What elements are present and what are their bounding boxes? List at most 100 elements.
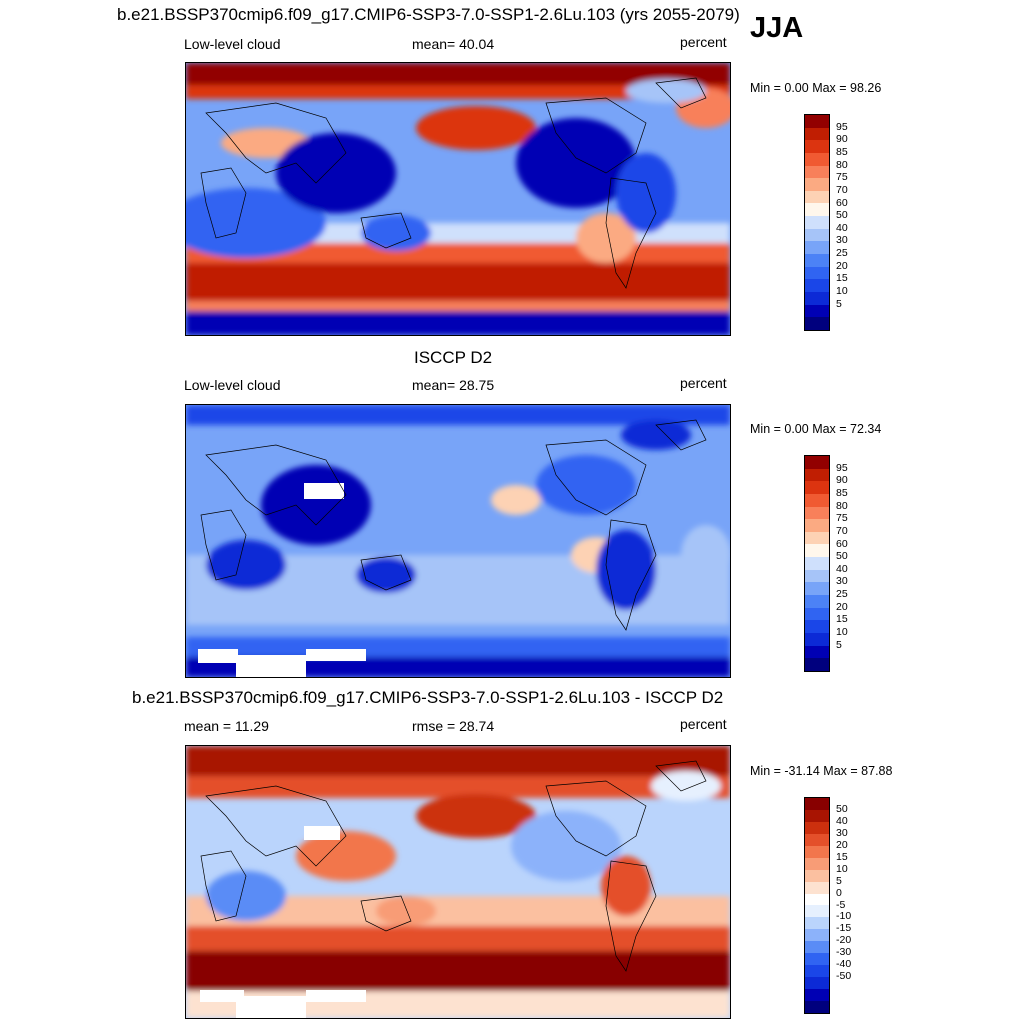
colorbar-swatch [805, 620, 829, 633]
colorbar-swatch [805, 582, 829, 596]
colorbar-tick-label: 25 [836, 588, 848, 601]
panel3-minmax: Min = -31.14 Max = 87.88 [750, 764, 893, 778]
colorbar-tick-label: 80 [836, 158, 848, 171]
colorbar-tick-label: -5 [836, 898, 846, 911]
colorbar-swatch [805, 127, 829, 141]
colorbar-tick-label: 20 [836, 600, 848, 613]
colorbar-swatch [805, 115, 829, 128]
colorbar-swatch [805, 152, 829, 166]
panel1-colorbar-swatches [805, 115, 829, 330]
colorbar-swatch [805, 254, 829, 267]
panel1-units-label: percent [680, 34, 727, 50]
colorbar-swatch [805, 481, 829, 494]
colorbar-swatch [805, 977, 829, 989]
panel2-minmax: Min = 0.00 Max = 72.34 [750, 422, 882, 436]
colorbar-swatch [805, 857, 829, 870]
colorbar-tick-label: 60 [836, 196, 848, 209]
colorbar-tick-label: 30 [836, 826, 848, 839]
colorbar-swatch [805, 595, 829, 608]
panel2-variable-label: Low-level cloud [184, 377, 281, 393]
colorbar-swatch [805, 140, 829, 153]
colorbar-tick-label: 70 [836, 524, 848, 537]
colorbar-tick-label: 85 [836, 145, 848, 158]
colorbar-tick-label: 75 [836, 171, 848, 184]
colorbar-swatch [805, 569, 829, 583]
colorbar-tick-label: 15 [836, 272, 848, 285]
colorbar-swatch [805, 869, 829, 882]
colorbar-tick-label: 5 [836, 297, 842, 310]
colorbar-tick-label: -50 [836, 970, 852, 983]
colorbar-tick-label: 50 [836, 550, 848, 563]
colorbar-swatch [805, 266, 829, 280]
colorbar-tick-label: 95 [836, 120, 848, 133]
colorbar-swatch [805, 1000, 829, 1013]
colorbar-tick-label: -40 [836, 958, 852, 971]
colorbar-swatch [805, 241, 829, 255]
colorbar-swatch [805, 557, 829, 570]
panel2-map-svg [186, 405, 730, 677]
colorbar-swatch [805, 905, 829, 918]
colorbar-tick-label: 10 [836, 626, 848, 639]
colorbar-tick-label: 5 [836, 638, 842, 651]
colorbar-tick-label: 40 [836, 221, 848, 234]
colorbar-tick-label: 85 [836, 486, 848, 499]
colorbar-tick-label: 15 [836, 613, 848, 626]
colorbar-swatch [805, 645, 829, 659]
colorbar-swatch [805, 821, 829, 834]
colorbar-tick-label: 90 [836, 474, 848, 487]
colorbar-tick-label: 80 [836, 499, 848, 512]
colorbar-swatch [805, 953, 829, 966]
panel1-map-svg [186, 63, 730, 335]
colorbar-tick-label: 40 [836, 562, 848, 575]
colorbar-tick-label: 90 [836, 133, 848, 146]
colorbar-swatch [805, 190, 829, 204]
colorbar-swatch [805, 607, 829, 621]
colorbar-tick-label: 0 [836, 886, 842, 899]
colorbar-swatch [805, 506, 829, 520]
colorbar-tick-label: 20 [836, 838, 848, 851]
colorbar-swatch [805, 881, 829, 894]
colorbar-swatch [805, 809, 829, 822]
season-label: JJA [750, 12, 804, 44]
colorbar-swatch [805, 468, 829, 482]
colorbar-swatch [805, 798, 829, 810]
panel1-colorbar [804, 114, 830, 331]
colorbar-swatch [805, 456, 829, 469]
panel2-map-obs [185, 404, 731, 678]
panel3-units-label: percent [680, 716, 727, 732]
colorbar-tick-label: -15 [836, 922, 852, 935]
colorbar-swatch [805, 989, 829, 1001]
panel2-colorbar-swatches [805, 456, 829, 671]
colorbar-swatch [805, 917, 829, 930]
panel3-map-svg [186, 746, 730, 1018]
panel3-title: b.e21.BSSP370cmip6.f09_g17.CMIP6-SSP3-7.… [132, 688, 724, 707]
colorbar-tick-label: 50 [836, 209, 848, 222]
panel3-colorbar-swatches [805, 798, 829, 1013]
colorbar-tick-label: 30 [836, 575, 848, 588]
colorbar-tick-label: -20 [836, 934, 852, 947]
panel2-title: ISCCP D2 [414, 348, 493, 367]
colorbar-tick-label: 60 [836, 537, 848, 550]
colorbar-swatch [805, 317, 829, 330]
colorbar-swatch [805, 531, 829, 545]
colorbar-tick-label: 10 [836, 285, 848, 298]
colorbar-tick-label: 5 [836, 874, 842, 887]
panel1-minmax: Min = 0.00 Max = 98.26 [750, 81, 882, 95]
colorbar-swatch [805, 519, 829, 532]
colorbar-swatch [805, 304, 829, 318]
colorbar-swatch [805, 845, 829, 858]
panel3-map-difference [185, 745, 731, 1019]
colorbar-tick-label: -10 [836, 910, 852, 923]
colorbar-tick-label: 70 [836, 183, 848, 196]
panel1-title: b.e21.BSSP370cmip6.f09_g17.CMIP6-SSP3-7.… [117, 5, 740, 24]
panel1-variable-label: Low-level cloud [184, 36, 281, 52]
colorbar-swatch [805, 965, 829, 978]
colorbar-tick-label: 50 [836, 802, 848, 815]
colorbar-tick-label: -30 [836, 946, 852, 959]
panel2-mean-label: mean= 28.75 [412, 377, 495, 393]
colorbar-tick-label: 10 [836, 862, 848, 875]
colorbar-swatch [805, 203, 829, 217]
colorbar-swatch [805, 228, 829, 242]
colorbar-tick-label: 20 [836, 259, 848, 272]
panel1-map-model [185, 62, 731, 336]
